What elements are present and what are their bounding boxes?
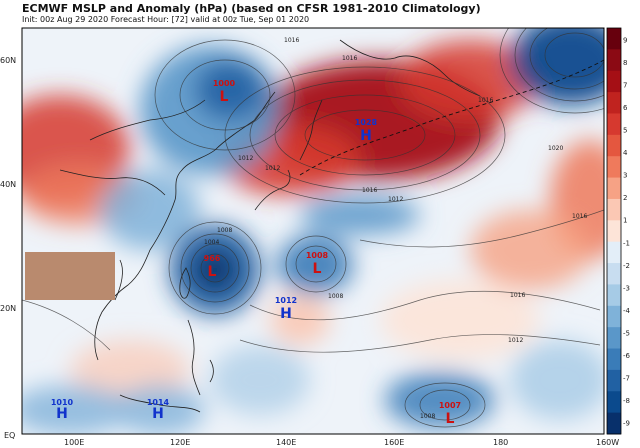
colorbar-tick-label: -9 bbox=[623, 420, 630, 428]
lon-label-180: 180 bbox=[493, 438, 508, 447]
anomaly-colorbar: 9 8 7 6 5 4 3 2 1 -1 -2 -3 -4 -5 -6 -7 -8 -9 bbox=[606, 27, 631, 435]
isobar-label: 1016 bbox=[342, 55, 357, 62]
svg-text:L: L bbox=[208, 264, 217, 280]
lon-label-100e: 100E bbox=[64, 438, 84, 447]
colorbar-segment bbox=[607, 70, 621, 93]
plot-frame bbox=[21, 27, 605, 435]
colorbar-tick-label: 6 bbox=[623, 104, 628, 112]
isobar-label: 1016 bbox=[478, 97, 493, 104]
colorbar-segment bbox=[607, 220, 621, 243]
isobar-label: 1008 bbox=[328, 293, 343, 300]
isobar-label: 1004 bbox=[204, 239, 219, 246]
svg-text:L: L bbox=[313, 261, 322, 277]
isobar-labels: 1016 1016 1012 1012 1016 1020 1016 1012 … bbox=[204, 37, 587, 420]
svg-text:1012: 1012 bbox=[275, 296, 297, 305]
colorbar-tick-label: -3 bbox=[623, 284, 630, 292]
colorbar-tick-label: 1 bbox=[623, 217, 627, 225]
colorbar-tick-label: -6 bbox=[623, 352, 631, 360]
svg-text:H: H bbox=[280, 306, 292, 322]
colorbar-segment bbox=[607, 327, 621, 350]
colorbar-segment bbox=[607, 241, 621, 264]
colorbar-segment bbox=[607, 369, 621, 392]
colorbar-segment bbox=[607, 92, 621, 114]
colorbar-frame bbox=[606, 27, 622, 435]
svg-text:H: H bbox=[152, 406, 164, 422]
colorbar-tick-label: 2 bbox=[623, 194, 627, 202]
isobar-label: 1012 bbox=[238, 155, 253, 162]
svg-text:H: H bbox=[56, 406, 68, 422]
svg-text:1010: 1010 bbox=[51, 398, 74, 407]
colorbar-tick-label: -8 bbox=[623, 397, 630, 405]
svg-text:L: L bbox=[220, 89, 229, 105]
colorbar-segment bbox=[607, 28, 621, 50]
svg-text:H: H bbox=[360, 128, 372, 144]
map-subtitle: Init: 00z Aug 29 2020 Forecast Hour: [72… bbox=[22, 15, 310, 24]
colorbar-segment bbox=[607, 305, 621, 328]
svg-text:966: 966 bbox=[204, 254, 221, 263]
lon-label-120e: 120E bbox=[170, 438, 190, 447]
colorbar-tick-label: 8 bbox=[623, 59, 627, 67]
isobar-label: 1016 bbox=[572, 213, 587, 220]
colorbar-segment bbox=[607, 391, 621, 414]
colorbar-tick-label: -7 bbox=[623, 375, 630, 383]
colorbar-segment bbox=[607, 113, 621, 136]
isobar-label: 1008 bbox=[217, 227, 232, 234]
lat-label-40n: 40N bbox=[0, 180, 16, 189]
lat-label-eq: EQ bbox=[4, 431, 15, 440]
redacted-region bbox=[25, 252, 115, 300]
colorbar-tick-label: -4 bbox=[623, 307, 631, 315]
isobar-label: 1008 bbox=[420, 413, 435, 420]
svg-text:1008: 1008 bbox=[306, 251, 329, 260]
colorbar-tick-label: -1 bbox=[623, 239, 630, 247]
colorbar-tick-label: -2 bbox=[623, 262, 630, 270]
lon-label-160e: 160E bbox=[384, 438, 404, 447]
isobar-label: 1016 bbox=[362, 187, 377, 194]
lon-label-160w: 160W bbox=[596, 438, 619, 447]
isobar-label: 1012 bbox=[508, 337, 523, 344]
axis-labels: 60N 40N 20N EQ 100E 120E 140E 160E 180 1… bbox=[0, 56, 619, 447]
colorbar-segment bbox=[607, 263, 621, 285]
colorbar-segment bbox=[607, 198, 621, 221]
lat-label-20n: 20N bbox=[0, 304, 16, 313]
colorbar-segment bbox=[607, 49, 621, 72]
lat-label-60n: 60N bbox=[0, 56, 16, 65]
colorbar-tick-label: 9 bbox=[623, 36, 627, 44]
colorbar-segment bbox=[607, 156, 621, 179]
svg-text:L: L bbox=[446, 411, 455, 427]
colorbar-segment bbox=[607, 348, 621, 371]
isobars bbox=[22, 28, 604, 428]
svg-text:1007: 1007 bbox=[439, 401, 461, 410]
colorbar-tick-label: 3 bbox=[623, 172, 627, 180]
colorbar-tick-label: 4 bbox=[623, 149, 628, 157]
colorbar-segment bbox=[607, 134, 621, 157]
storm-track bbox=[299, 59, 604, 176]
isobar-label: 1012 bbox=[388, 196, 403, 203]
lon-label-140e: 140E bbox=[276, 438, 296, 447]
colorbar-tick-label: -5 bbox=[623, 330, 630, 338]
colorbar-segment bbox=[607, 177, 621, 200]
colorbar-segment bbox=[607, 284, 621, 307]
map-title: ECMWF MSLP and Anomaly (hPa) (based on C… bbox=[22, 2, 481, 15]
svg-text:1014: 1014 bbox=[147, 398, 170, 407]
colorbar-tick-label: 5 bbox=[623, 127, 627, 135]
colorbar-tick-label: 7 bbox=[623, 81, 627, 89]
isobar-label: 1016 bbox=[284, 37, 299, 44]
svg-text:1000: 1000 bbox=[213, 79, 236, 88]
anomaly-field bbox=[22, 28, 604, 434]
isobar-label: 1016 bbox=[510, 292, 525, 299]
isobar-label: 1020 bbox=[548, 145, 563, 152]
isobar-label: 1012 bbox=[265, 165, 280, 172]
colorbar-segment bbox=[607, 412, 621, 435]
svg-text:1028: 1028 bbox=[355, 118, 378, 127]
